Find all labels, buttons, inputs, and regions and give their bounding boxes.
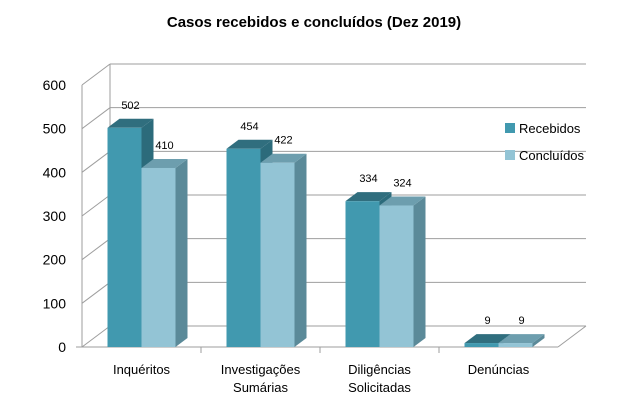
bar-top	[141, 158, 188, 168]
x-category-line: Sumárias	[233, 380, 288, 395]
bar-top	[107, 118, 154, 128]
gridline-depth	[81, 150, 111, 173]
bar-front	[226, 148, 261, 347]
gridline-depth	[81, 325, 111, 348]
bar-concluídos	[141, 158, 188, 347]
x-category-line: Denúncias	[468, 362, 530, 377]
x-category-line: Diligências	[348, 362, 411, 377]
x-category-label: Investigações Sumárias	[221, 362, 301, 395]
data-label: 410	[155, 140, 173, 152]
y-tick-label: 200	[43, 252, 67, 268]
x-category-line: Solicitadas	[348, 380, 411, 395]
bar-top	[464, 334, 511, 344]
y-tick-label: 600	[43, 77, 67, 93]
data-label: 454	[240, 121, 258, 133]
bar-concluídos	[498, 334, 545, 347]
legend: Recebidos Concluídos	[505, 121, 585, 163]
bar-front	[379, 205, 414, 347]
data-label: 422	[274, 135, 292, 147]
bar-front	[107, 127, 142, 347]
legend-swatch	[505, 123, 515, 133]
bar-side	[532, 334, 545, 347]
y-axis-ticks: 0 100 200 300 400 500 600	[43, 77, 67, 355]
bar-top	[498, 334, 545, 344]
bar-side	[294, 153, 307, 347]
chart-title: Casos recebidos e concluídos (Dez 2019)	[167, 14, 461, 31]
data-label: 502	[121, 100, 139, 112]
gridline-depth	[81, 194, 111, 217]
gridline-depth	[81, 63, 111, 86]
x-category-label: Denúncias	[468, 362, 530, 377]
x-axis-categories: Inquéritos Investigações Sumárias Diligênci…	[113, 362, 530, 395]
bar-side	[175, 158, 188, 347]
bar-top	[226, 139, 273, 149]
bar-top	[260, 153, 307, 163]
gridline-depth	[81, 107, 111, 130]
legend-label: Concluídos	[519, 148, 585, 163]
bar-front	[464, 343, 499, 347]
gridline-depth	[81, 281, 111, 304]
data-label: 9	[518, 315, 524, 327]
x-category-label: Diligências Solicitadas	[348, 362, 411, 395]
bars	[107, 118, 545, 347]
x-category-line: Inquéritos	[113, 362, 171, 377]
bar-concluídos	[379, 196, 426, 347]
bar-front	[260, 162, 295, 347]
bar-side	[413, 196, 426, 347]
data-label: 324	[393, 178, 411, 190]
x-category-label: Inquéritos	[113, 362, 171, 377]
y-tick-label: 0	[58, 339, 66, 355]
y-tick-label: 300	[43, 208, 67, 224]
x-category-line: Investigações	[221, 362, 301, 377]
bar-front	[141, 167, 176, 347]
bar-top	[379, 196, 426, 206]
floor-edge	[557, 325, 587, 348]
legend-swatch	[505, 150, 515, 160]
y-tick-label: 100	[43, 295, 67, 311]
data-label: 334	[359, 173, 377, 185]
bar-top	[345, 192, 392, 202]
data-label: 9	[484, 315, 490, 327]
gridline-depth	[81, 238, 111, 261]
bar-concluídos	[260, 153, 307, 347]
data-labels: 502 410 454 422 334 324 9 9	[121, 100, 524, 327]
y-tick-label: 500	[43, 121, 67, 137]
legend-label: Recebidos	[519, 121, 581, 136]
bar-front	[345, 201, 380, 347]
bar-front	[498, 343, 533, 347]
y-tick-label: 400	[43, 164, 67, 180]
